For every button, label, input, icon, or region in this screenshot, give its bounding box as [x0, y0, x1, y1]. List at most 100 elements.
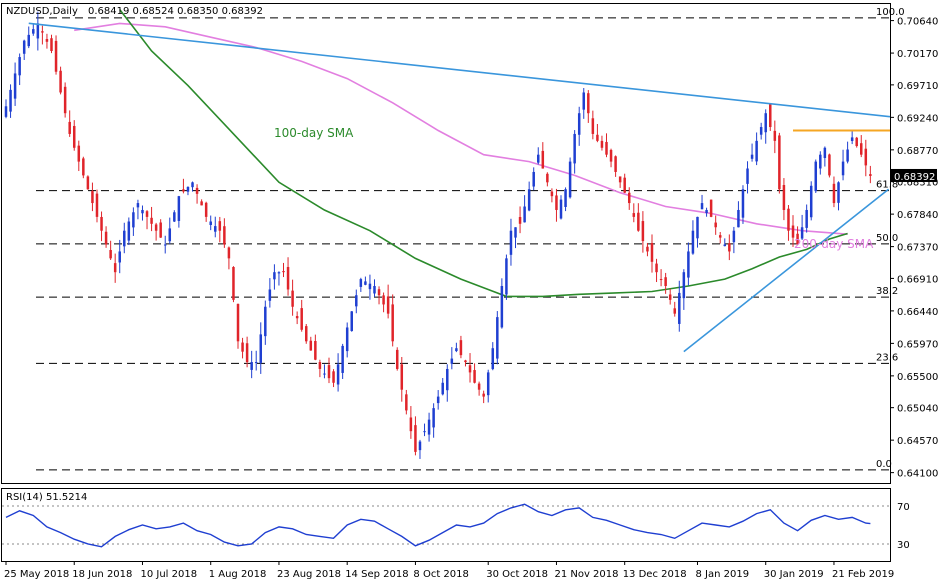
candle-body: [555, 195, 558, 210]
candle-body: [678, 292, 681, 324]
candle-body: [591, 118, 595, 134]
candle-body: [632, 213, 636, 217]
candle-body: [869, 174, 872, 176]
candle-body: [769, 103, 772, 128]
time-tick-label: 14 Sep 2018: [345, 569, 408, 580]
candle-body: [63, 86, 67, 114]
candle-body: [13, 73, 17, 99]
candle-body: [373, 286, 376, 294]
time-tick-label: 10 Jul 2018: [140, 569, 197, 580]
candle-body: [814, 161, 818, 192]
candle-body: [673, 308, 676, 314]
candle-body: [350, 311, 353, 331]
price-tick-label: 0.66910: [897, 274, 938, 285]
candle-body: [227, 247, 231, 259]
fib-label-0: 100.0: [876, 7, 905, 18]
price-tick-label: 0.67840: [897, 210, 938, 221]
candle-body: [841, 161, 845, 176]
candle-body: [755, 140, 758, 162]
fib-label-3: 38.2: [876, 286, 898, 297]
candle-body: [496, 317, 499, 359]
ohlc-values: 0.68419 0.68524 0.68350 0.68392: [88, 6, 263, 17]
candle-body: [709, 199, 713, 217]
candle-body: [82, 158, 85, 176]
time-tick-label: 30 Oct 2018: [486, 569, 548, 580]
candle-body: [696, 216, 699, 239]
candle-body: [514, 227, 517, 238]
candle-body: [382, 295, 385, 305]
candle-body: [132, 212, 135, 228]
candle-body: [773, 130, 777, 141]
candle-body: [286, 266, 290, 290]
candle-body: [687, 251, 690, 278]
price-tick-label: 0.68770: [897, 146, 938, 157]
candle-body: [245, 343, 249, 363]
candle-body: [537, 154, 540, 163]
rsi-panel-frame: [1, 488, 891, 562]
candle-body: [223, 226, 226, 245]
fibonacci-levels: 100.0 61.8 50.0 38.2 23.6 0.0: [36, 7, 905, 471]
candle-body: [509, 230, 513, 255]
candle-body: [819, 154, 822, 169]
time-tick-label: 30 Jan 2019: [764, 569, 824, 580]
candle-body: [368, 283, 372, 290]
candle-body: [746, 168, 749, 184]
candle-body: [200, 201, 203, 206]
sma100-layer: [119, 9, 848, 298]
candle-body: [327, 365, 331, 379]
time-tick-label: 8 Jan 2019: [695, 569, 749, 580]
candle-body: [436, 396, 440, 404]
sma100-label: 100-day SMA: [274, 126, 354, 140]
candle-body: [577, 113, 581, 135]
candle-body: [541, 150, 545, 169]
candle-body: [782, 185, 786, 210]
candle-body: [600, 140, 604, 148]
candle-body: [614, 156, 617, 172]
candle-body: [568, 161, 572, 198]
price-tick-label: 0.65500: [897, 372, 938, 383]
candle-body: [173, 212, 176, 222]
candle-body: [682, 272, 686, 299]
candle-body: [54, 40, 58, 72]
candle-body: [796, 233, 799, 245]
candle-body: [41, 31, 44, 33]
candle-body: [664, 277, 667, 287]
candle-body: [714, 222, 717, 228]
fib-label-2: 50.0: [876, 233, 898, 244]
candle-body: [163, 244, 167, 246]
sma200-layer: [74, 22, 848, 235]
candle-body: [264, 306, 267, 337]
candle-body: [532, 171, 535, 187]
price-tick-label: 0.68310: [897, 178, 938, 189]
candle-body: [723, 244, 727, 247]
price-tick-label: 0.64570: [897, 436, 938, 447]
candle-body: [427, 419, 431, 435]
candle-body: [309, 340, 313, 351]
candle-body: [618, 176, 622, 183]
candle-body: [846, 149, 849, 162]
candle-body: [832, 183, 836, 204]
candle-body: [705, 209, 708, 214]
candle-body: [491, 348, 495, 370]
time-tick-label: 21 Feb 2019: [832, 569, 894, 580]
candle-body: [432, 408, 435, 428]
candle-body: [400, 364, 404, 390]
candle-body: [732, 230, 736, 243]
candle-body: [477, 383, 481, 390]
sma200-line: [74, 22, 848, 235]
candle-body: [668, 294, 672, 300]
candle-body: [414, 425, 417, 452]
candle-body: [86, 176, 90, 190]
sma200-label: 200-day SMA: [794, 237, 874, 251]
candle-body: [377, 289, 381, 296]
candle-body: [837, 182, 840, 203]
rsi-level-label: 30: [897, 540, 910, 551]
fib-label-1: 61.8: [876, 180, 898, 191]
candle-body: [182, 189, 185, 192]
candle-body: [355, 295, 358, 307]
candle-body: [464, 360, 467, 363]
candle-body: [186, 186, 190, 192]
candle-body: [304, 326, 308, 342]
candle-body: [823, 147, 827, 158]
